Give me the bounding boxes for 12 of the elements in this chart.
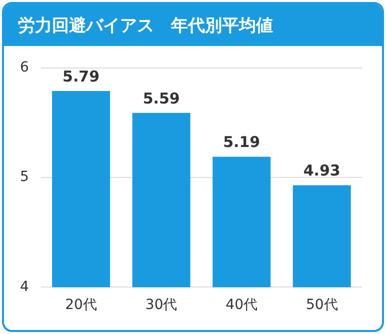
x-tick-label: 20代 <box>65 297 97 314</box>
x-tick-label: 40代 <box>226 297 258 314</box>
chart-title: 労力回避バイアス 年代別平均値 <box>4 4 382 46</box>
data-label: 5.59 <box>142 89 180 108</box>
y-tick-label: 6 <box>20 60 29 76</box>
y-tick-label: 5 <box>20 169 29 186</box>
data-label: 5.19 <box>223 133 260 152</box>
data-label: 5.79 <box>62 67 100 86</box>
x-tick-label: 50代 <box>306 297 338 314</box>
data-label: 4.93 <box>303 162 340 180</box>
x-tick-label: 30代 <box>145 297 178 314</box>
y-tick-label: 4 <box>20 278 29 295</box>
